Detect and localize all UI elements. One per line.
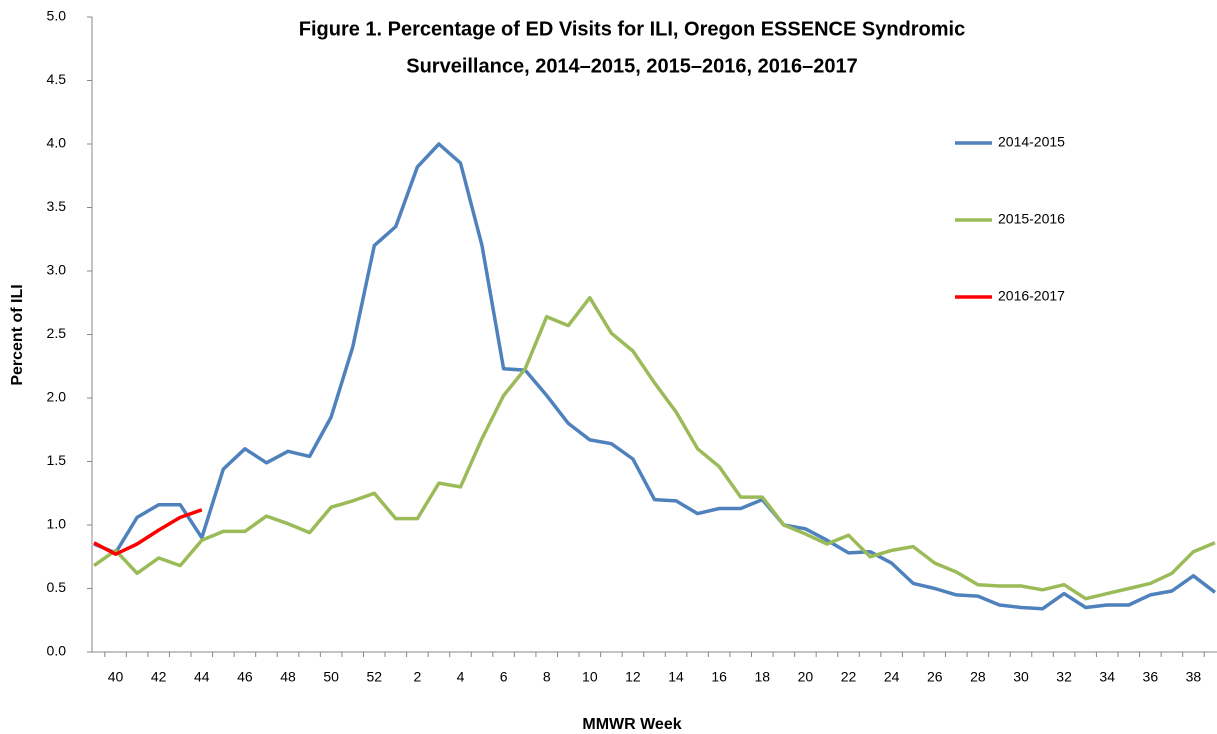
y-tick-label: 3.0 bbox=[47, 262, 67, 278]
series-line bbox=[92, 295, 1216, 601]
x-tick-label: 38 bbox=[1186, 669, 1202, 685]
chart-title: Surveillance, 2014–2015, 2015–2016, 2016… bbox=[406, 55, 858, 77]
x-tick-label: 16 bbox=[711, 669, 727, 685]
chart-title: Figure 1. Percentage of ED Visits for IL… bbox=[299, 18, 965, 40]
x-tick-label: 36 bbox=[1143, 669, 1159, 685]
y-tick-label: 2.0 bbox=[47, 389, 67, 405]
x-tick-label: 42 bbox=[151, 669, 167, 685]
x-tick-label: 20 bbox=[798, 669, 814, 685]
x-tick-label: 48 bbox=[280, 669, 296, 685]
x-tick-label: 24 bbox=[884, 669, 900, 685]
x-tick-label: 30 bbox=[1013, 669, 1029, 685]
x-tick-label: 40 bbox=[108, 669, 124, 685]
y-tick-label: 1.0 bbox=[47, 516, 67, 532]
x-tick-label: 46 bbox=[237, 669, 253, 685]
x-tick-label: 52 bbox=[366, 669, 382, 685]
y-tick-label: 4.0 bbox=[47, 135, 67, 151]
y-tick-label: 1.5 bbox=[47, 452, 67, 468]
x-tick-label: 14 bbox=[668, 669, 684, 685]
x-tick-label: 28 bbox=[970, 669, 986, 685]
x-tick-label: 12 bbox=[625, 669, 641, 685]
x-tick-label: 8 bbox=[543, 669, 551, 685]
series-line bbox=[93, 508, 203, 556]
x-tick-label: 34 bbox=[1099, 669, 1115, 685]
x-tick-label: 10 bbox=[582, 669, 598, 685]
x-tick-label: 2 bbox=[413, 669, 421, 685]
y-tick-label: 0.0 bbox=[47, 643, 67, 659]
series-line bbox=[93, 142, 1217, 611]
x-tick-label: 32 bbox=[1056, 669, 1072, 685]
x-tick-label: 4 bbox=[457, 669, 465, 685]
x-axis-label: MMWR Week bbox=[582, 716, 681, 733]
y-tick-label: 4.5 bbox=[47, 71, 67, 87]
y-tick-label: 5.0 bbox=[47, 8, 67, 24]
legend-label: 2015-2016 bbox=[998, 211, 1065, 227]
legend-label: 2014-2015 bbox=[998, 134, 1065, 150]
y-tick-label: 3.5 bbox=[47, 198, 67, 214]
y-tick-label: 2.5 bbox=[47, 325, 67, 341]
x-tick-label: 18 bbox=[754, 669, 770, 685]
legend-label: 2016-2017 bbox=[998, 288, 1065, 304]
x-tick-label: 44 bbox=[194, 669, 210, 685]
x-tick-label: 50 bbox=[323, 669, 339, 685]
x-tick-label: 22 bbox=[841, 669, 857, 685]
x-tick-label: 6 bbox=[500, 669, 508, 685]
y-tick-label: 0.5 bbox=[47, 579, 67, 595]
y-axis-label: Percent of ILI bbox=[9, 284, 26, 385]
x-tick-label: 26 bbox=[927, 669, 943, 685]
